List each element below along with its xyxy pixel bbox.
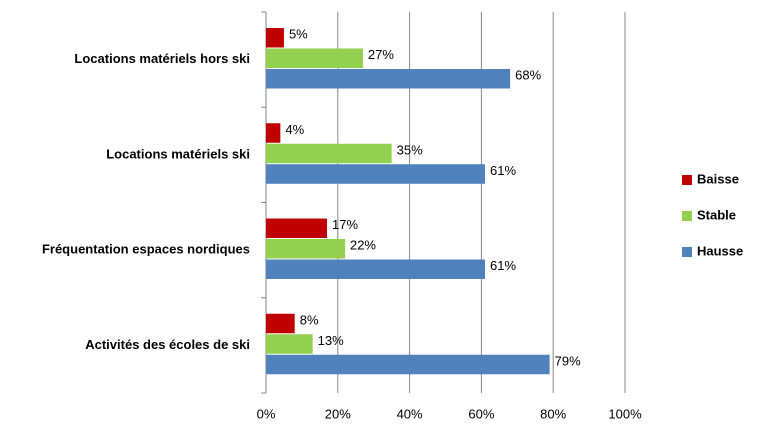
bar <box>266 123 281 143</box>
value-label: 61% <box>490 163 516 178</box>
bar <box>266 354 550 375</box>
category-label: Fréquentation espaces nordiques <box>42 242 250 257</box>
value-label: 13% <box>318 333 344 348</box>
category-label: Locations matériels hors ski <box>74 51 250 66</box>
legend-label: Stable <box>697 207 736 222</box>
bar <box>266 239 345 259</box>
bar <box>266 48 363 68</box>
value-label: 27% <box>368 47 394 62</box>
legend-label: Baisse <box>697 171 739 186</box>
bar <box>266 334 313 354</box>
category-label: Locations matériels ski <box>106 146 250 161</box>
x-tick-label: 100% <box>608 406 642 421</box>
x-tick-label: 40% <box>397 406 423 421</box>
value-label: 17% <box>332 217 358 232</box>
legend-swatch <box>682 247 692 257</box>
category-label: Activités des écoles de ski <box>85 337 250 352</box>
bar <box>266 69 511 89</box>
bar <box>266 143 392 164</box>
legend-label: Hausse <box>697 243 743 258</box>
bar <box>266 259 485 279</box>
value-label: 35% <box>397 142 423 157</box>
legend-swatch <box>682 211 692 221</box>
bar <box>266 218 328 238</box>
x-tick-label: 0% <box>257 406 276 421</box>
bar <box>266 28 284 48</box>
value-label: 79% <box>555 353 581 368</box>
value-label: 61% <box>490 258 516 273</box>
legend-swatch <box>682 175 692 185</box>
value-label: 8% <box>300 312 319 327</box>
x-tick-label: 80% <box>540 406 566 421</box>
value-label: 68% <box>515 68 541 83</box>
value-label: 4% <box>285 122 304 137</box>
x-tick-label: 20% <box>325 406 351 421</box>
value-label: 5% <box>289 27 308 42</box>
x-tick-label: 60% <box>468 406 494 421</box>
bar <box>266 164 485 184</box>
value-label: 22% <box>350 238 376 253</box>
bar <box>266 313 295 334</box>
